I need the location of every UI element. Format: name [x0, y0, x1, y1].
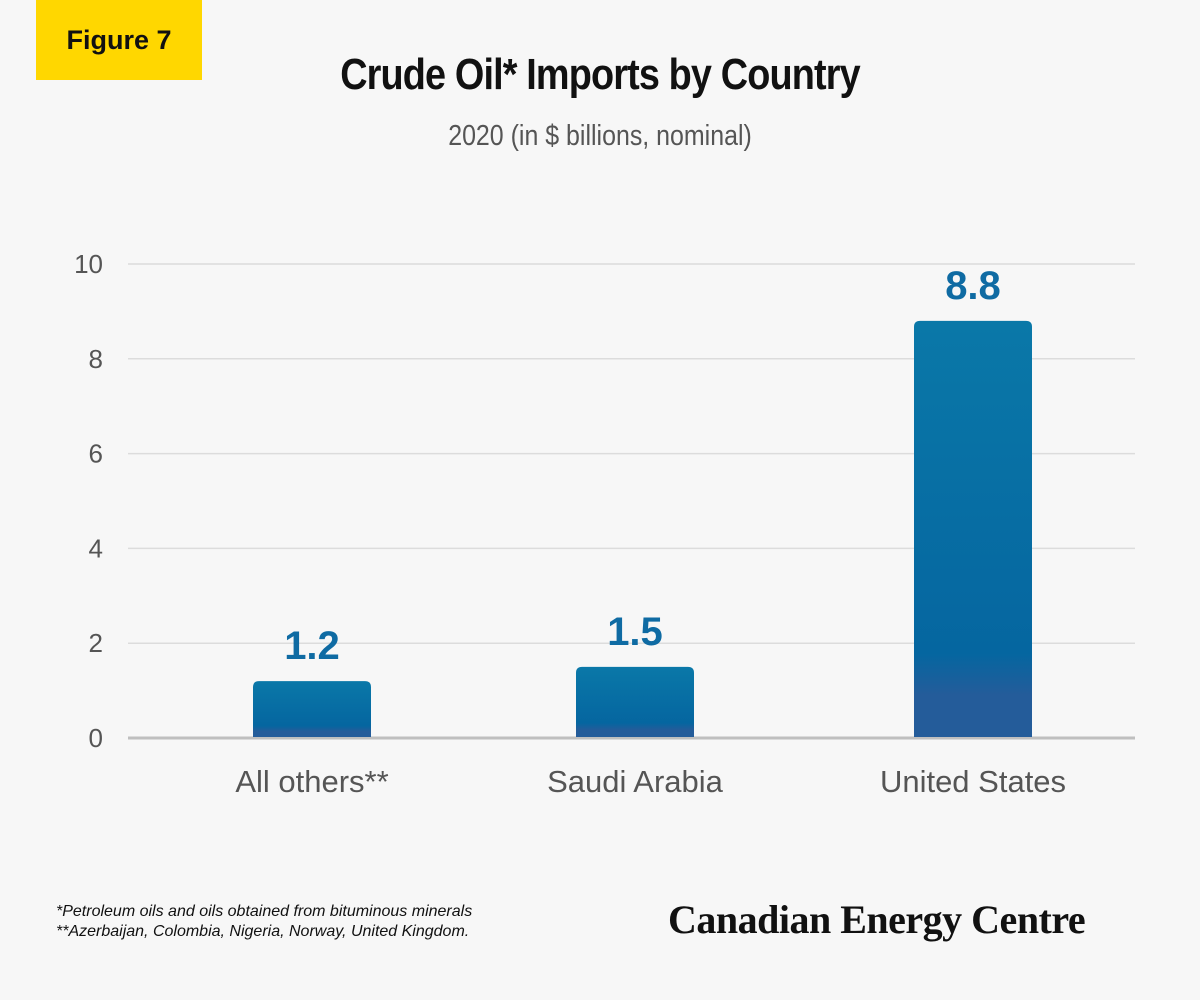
- y-tick-label: 10: [74, 249, 103, 279]
- bar-saudi-arabia: [576, 666, 694, 737]
- y-tick-label: 6: [89, 439, 103, 469]
- y-axis: 0 2 4 6 8 10: [74, 249, 103, 753]
- footnotes: *Petroleum oils and oils obtained from b…: [56, 902, 472, 942]
- chart-subtitle: 2020 (in $ billions, nominal): [448, 120, 752, 152]
- data-label: 8.8: [945, 264, 1001, 308]
- bar-chart: 0 2 4 6 8 10 1.2 1.5 8.8 All others** Saudi Arab…: [74, 249, 1135, 799]
- brand-logo-text: Canadian Energy Centre: [668, 897, 1086, 942]
- footnote-2: **Azerbaijan, Colombia, Nigeria, Norway,…: [56, 923, 470, 940]
- data-label: 1.2: [284, 624, 340, 668]
- bar-united-states: [914, 320, 1032, 737]
- category-label: United States: [880, 764, 1066, 799]
- category-label: Saudi Arabia: [547, 764, 724, 799]
- y-tick-label: 2: [89, 628, 103, 658]
- y-tick-label: 8: [89, 344, 103, 374]
- figure-badge: Figure 7: [36, 0, 202, 80]
- category-label: All others**: [235, 764, 388, 799]
- x-axis: All others** Saudi Arabia United States: [235, 764, 1066, 799]
- bar-all-others: [253, 681, 371, 737]
- y-tick-label: 0: [89, 723, 103, 753]
- chart-title: Crude Oil* Imports by Country: [340, 50, 860, 99]
- data-label: 1.5: [607, 610, 663, 654]
- footnote-1: *Petroleum oils and oils obtained from b…: [56, 903, 473, 920]
- data-labels: 1.2 1.5 8.8: [284, 264, 1001, 668]
- bars: [253, 320, 1032, 737]
- y-tick-label: 4: [89, 533, 103, 563]
